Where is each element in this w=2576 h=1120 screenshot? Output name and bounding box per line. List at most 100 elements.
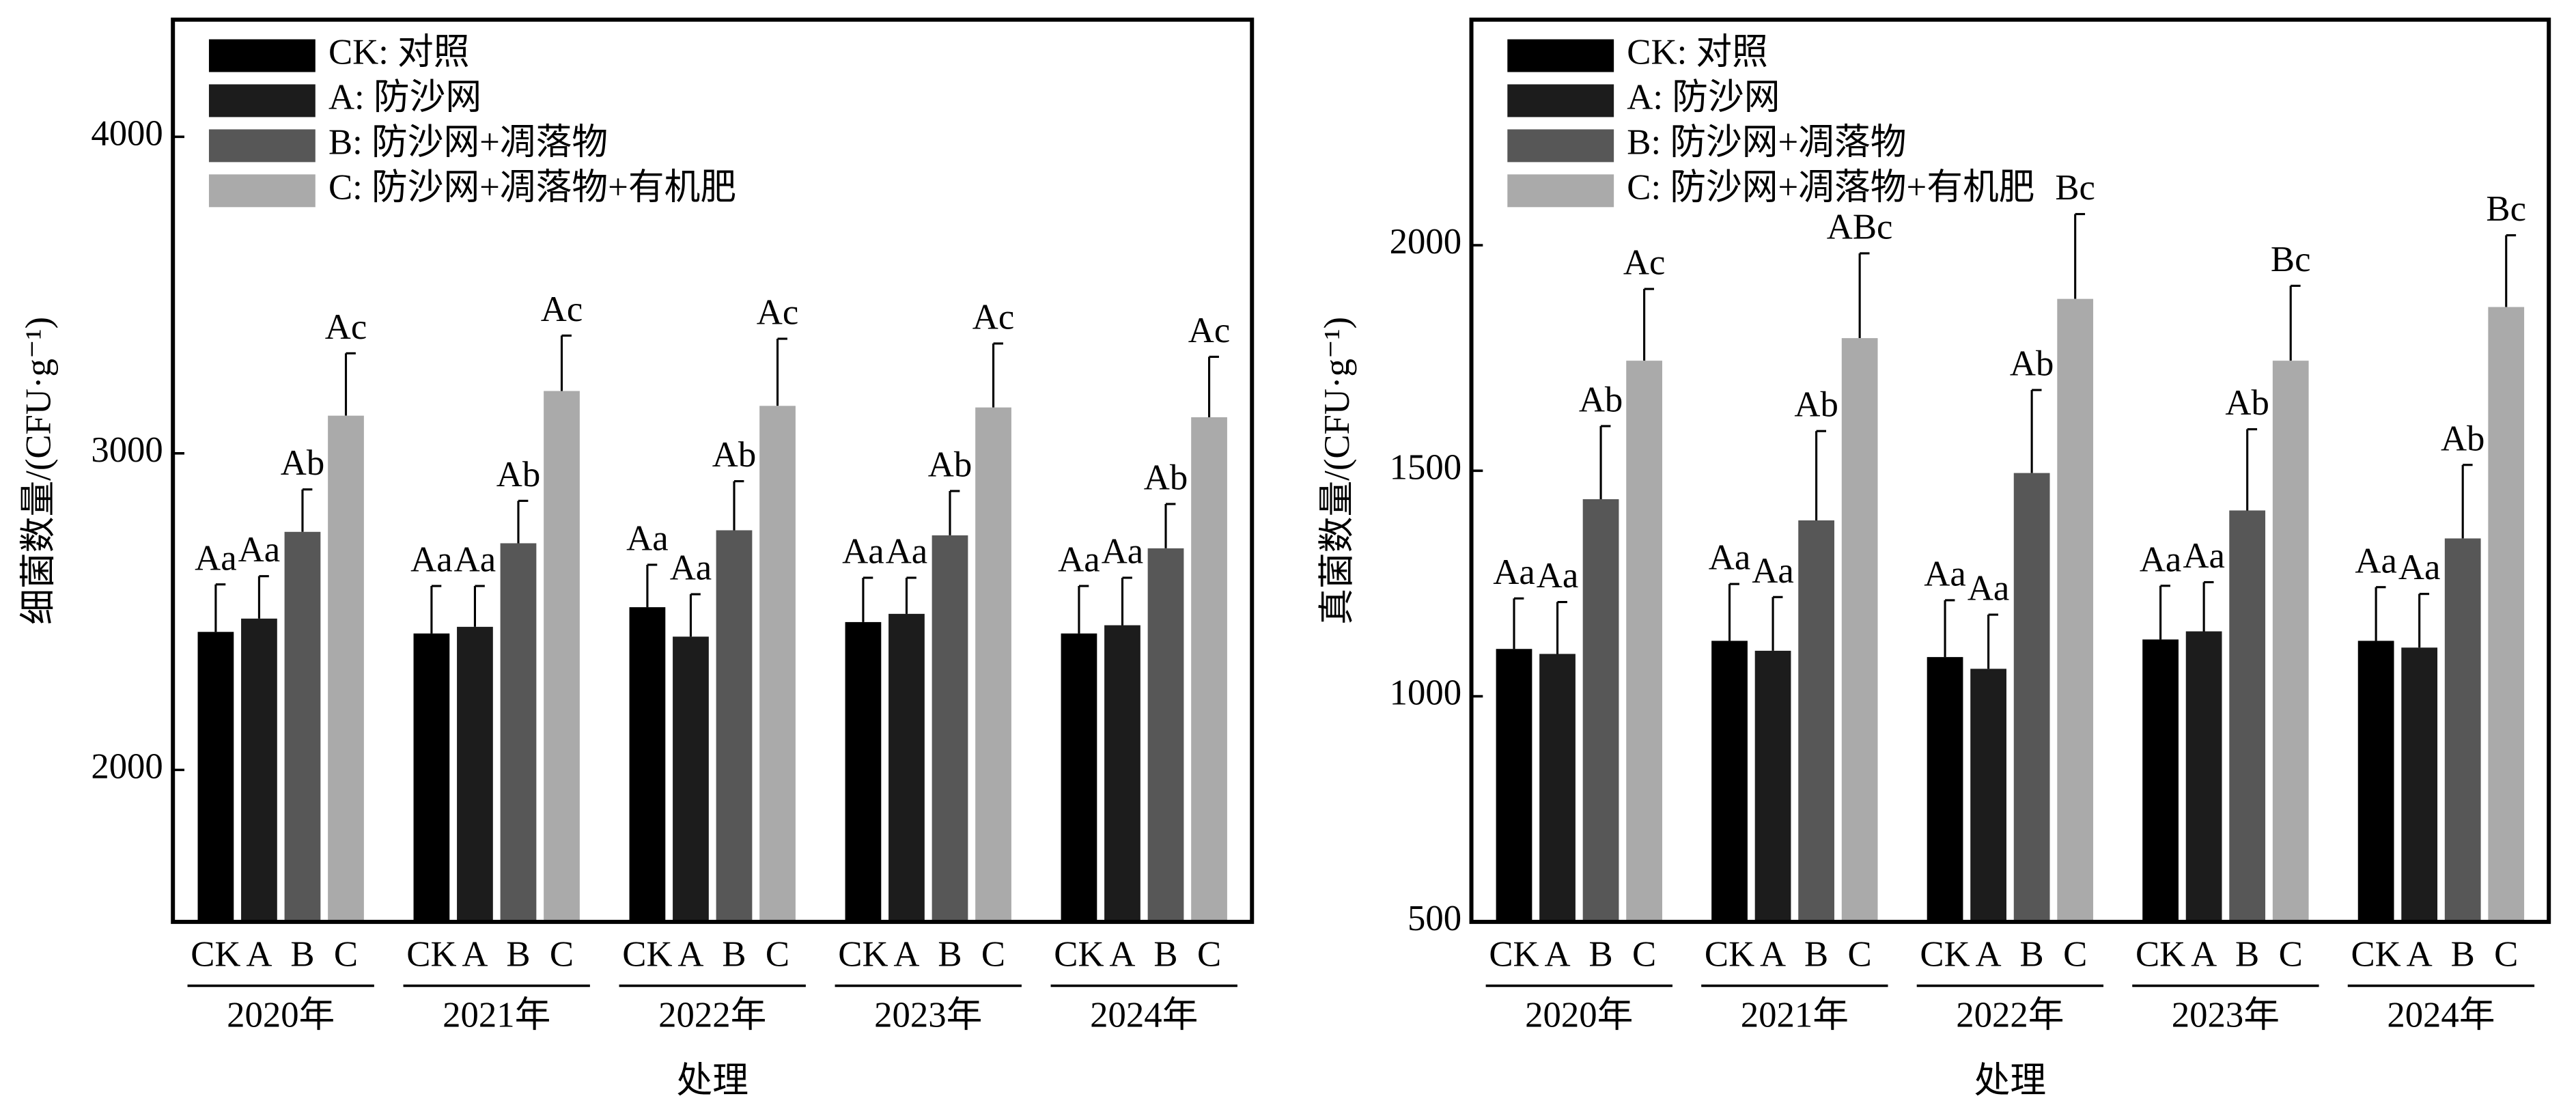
x-axis-label: 处理 — [1974, 1061, 2046, 1100]
bar — [1147, 548, 1184, 922]
x-tick-label: B — [722, 935, 746, 975]
group-label: 2021年 — [1741, 995, 1849, 1035]
x-tick-label: A — [1976, 935, 2002, 975]
group-label: 2020年 — [227, 995, 335, 1035]
legend-label: A: 防沙网 — [1627, 78, 1780, 117]
group-label: 2021年 — [443, 995, 550, 1035]
bar — [500, 543, 537, 922]
legend-swatch — [208, 129, 316, 163]
x-tick-label: CK — [2351, 935, 2400, 975]
group-label: 2024年 — [2387, 995, 2495, 1035]
bar — [716, 530, 753, 922]
x-tick-label: B — [2020, 935, 2044, 975]
significance-letter: Bc — [2486, 189, 2526, 229]
y-tick-label: 1500 — [1390, 447, 1461, 487]
x-tick-label: B — [290, 935, 314, 975]
x-tick-label: B — [1804, 935, 1828, 975]
bar — [629, 607, 666, 922]
x-tick-label: B — [2451, 935, 2475, 975]
bar — [2444, 538, 2481, 922]
significance-letter: Aa — [842, 532, 884, 572]
bar — [1191, 417, 1227, 922]
significance-letter: Aa — [1102, 532, 1144, 572]
bar — [1970, 669, 2006, 922]
bar — [1582, 499, 1619, 922]
bar — [1104, 625, 1140, 922]
legend-swatch — [208, 174, 316, 208]
significance-letter: Ab — [2010, 344, 2054, 384]
bar — [197, 632, 234, 922]
significance-letter: Aa — [1493, 552, 1535, 592]
bar — [2357, 641, 2394, 922]
bar — [845, 621, 882, 922]
legend-swatch — [1507, 39, 1614, 72]
x-tick-label: CK — [2136, 935, 2185, 975]
bar — [932, 535, 968, 922]
bar — [1798, 520, 1834, 922]
significance-letter: Aa — [195, 538, 237, 578]
y-axis-label: 真菌数量/(CFU·g⁻¹) — [1317, 317, 1357, 625]
x-tick-label: CK — [1489, 935, 1539, 975]
significance-letter: Aa — [2398, 548, 2441, 587]
significance-letter: Ab — [1794, 385, 1838, 425]
x-tick-label: CK — [1705, 935, 1754, 975]
x-tick-label: B — [506, 935, 530, 975]
significance-letter: Aa — [1537, 556, 1579, 596]
x-tick-label: A — [1760, 935, 1786, 975]
significance-letter: Aa — [1709, 538, 1751, 578]
significance-letter: Aa — [2355, 541, 2397, 580]
bar — [673, 636, 709, 922]
plot-frame — [171, 17, 1255, 924]
bar — [544, 391, 580, 922]
x-tick-label: C — [981, 935, 1005, 975]
significance-letter: ABc — [1827, 207, 1893, 247]
legend-label: C: 防沙网+凋落物+有机肥 — [328, 167, 736, 207]
significance-letter: Ac — [541, 290, 583, 329]
x-tick-label: A — [1109, 935, 1135, 975]
legend-label: A: 防沙网 — [328, 78, 481, 117]
significance-letter: Bc — [2055, 168, 2095, 208]
significance-letter: Ab — [1579, 380, 1623, 419]
y-tick-label: 500 — [1408, 899, 1461, 938]
bar — [457, 626, 493, 922]
legend-swatch — [208, 39, 316, 72]
bar — [1754, 650, 1791, 922]
x-tick-label: B — [2235, 935, 2259, 975]
x-tick-label: C — [766, 935, 789, 975]
x-tick-label: B — [1588, 935, 1612, 975]
legend-label: B: 防沙网+凋落物 — [328, 123, 608, 163]
x-tick-label: C — [2063, 935, 2087, 975]
significance-letter: Aa — [1058, 540, 1100, 580]
significance-letter: Aa — [1968, 569, 2010, 608]
significance-letter: Aa — [2140, 540, 2182, 579]
x-tick-label: CK — [191, 935, 240, 975]
significance-letter: Aa — [1924, 554, 1966, 593]
bar — [1841, 338, 1878, 922]
x-tick-label: CK — [1054, 935, 1104, 975]
significance-letter: Ab — [928, 445, 972, 485]
significance-letter: Ab — [496, 455, 540, 494]
bar — [1061, 633, 1097, 922]
x-tick-label: C — [1197, 935, 1221, 975]
bar — [241, 618, 277, 922]
bar — [1539, 654, 1576, 922]
bar — [328, 415, 364, 922]
bar — [2057, 298, 2094, 922]
significance-letter: Ab — [712, 435, 756, 475]
significance-letter: Aa — [626, 519, 669, 559]
bar — [1496, 649, 1532, 922]
bar — [888, 613, 925, 922]
significance-letter: Ac — [1188, 311, 1231, 350]
bar — [2185, 631, 2222, 922]
x-tick-label: A — [462, 935, 488, 975]
significance-letter: Ab — [2441, 419, 2484, 458]
bar — [284, 531, 321, 922]
legend-label: CK: 对照 — [328, 33, 470, 72]
y-axis-label: 细菌数量/(CFU·g⁻¹) — [18, 317, 58, 625]
y-tick-label: 3000 — [91, 430, 163, 470]
x-tick-label: C — [2279, 935, 2303, 975]
bar — [2013, 473, 2050, 922]
x-tick-label: A — [677, 935, 703, 975]
y-tick-label: 2000 — [91, 746, 163, 786]
bar — [2401, 647, 2438, 922]
